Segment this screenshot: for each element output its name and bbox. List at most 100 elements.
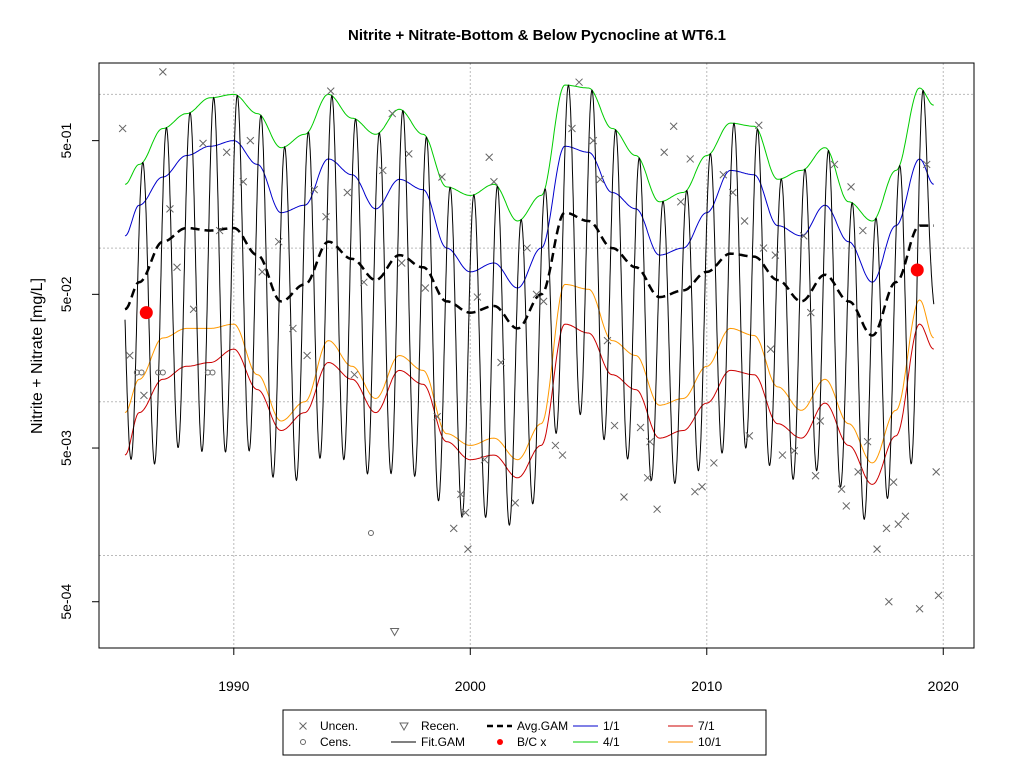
point-uncen-18 xyxy=(404,150,413,158)
point-uncen-67 xyxy=(461,508,470,517)
points-layer xyxy=(118,68,943,637)
point-recen-0 xyxy=(389,628,400,637)
point-cens-5 xyxy=(209,369,216,376)
point-uncen-82 xyxy=(480,455,489,464)
point-uncen-77 xyxy=(558,451,567,459)
point-uncen-19 xyxy=(421,284,430,292)
x-tick-label-3: 2020 xyxy=(928,678,959,694)
point-uncen-61 xyxy=(934,591,943,600)
point-uncen-1 xyxy=(118,124,127,133)
axes-layer: 1990 2000 2010 2020 5e-04 5e-03 5e-02 5e-01 xyxy=(58,123,959,694)
point-uncen-33 xyxy=(603,336,612,345)
point-uncen-72 xyxy=(719,170,728,179)
point-uncen-89 xyxy=(837,485,846,494)
point-uncen-43 xyxy=(740,217,749,225)
point-uncen-44 xyxy=(754,121,763,130)
point-uncen-53 xyxy=(863,437,872,446)
point-uncen-14 xyxy=(343,188,352,197)
point-uncen-40 xyxy=(698,482,706,491)
point-uncen-76 xyxy=(885,597,893,606)
legend-d4-1-label: 4/1 xyxy=(603,735,620,749)
series-avg-gam xyxy=(124,211,934,337)
point-uncen-17 xyxy=(388,109,397,118)
point-uncen-59 xyxy=(922,160,931,169)
point-uncen-22 xyxy=(456,490,465,499)
point-uncen-9 xyxy=(258,268,267,276)
point-uncen-64 xyxy=(239,177,248,186)
point-uncen-12 xyxy=(310,185,319,194)
point-uncen-80 xyxy=(858,226,867,235)
point-uncen-50 xyxy=(830,160,839,169)
point-uncen-69 xyxy=(568,124,576,133)
point-uncen-58 xyxy=(915,604,924,613)
point-uncen-39 xyxy=(686,155,695,163)
legend-avg-gam-label: Avg.GAM xyxy=(517,719,568,733)
point-uncen-63 xyxy=(222,148,231,157)
point-uncen-29 xyxy=(539,297,548,306)
series-d1-1 xyxy=(124,140,934,289)
x-tick-label-0: 1990 xyxy=(218,678,249,694)
point-uncen-65 xyxy=(322,212,330,221)
point-uncen-21 xyxy=(449,524,458,533)
point-uncen-37 xyxy=(653,505,661,514)
point-uncen-86 xyxy=(691,487,699,496)
series-layer xyxy=(124,84,935,526)
y-tick-label-1: 5e-03 xyxy=(58,430,74,466)
legend-d7-1-label: 7/1 xyxy=(698,719,715,733)
point-uncen-79 xyxy=(771,251,780,259)
point-uncen-10 xyxy=(274,237,283,246)
legend-uncen-label: Uncen. xyxy=(320,719,358,733)
point-uncen-88 xyxy=(811,471,820,480)
point-uncen-81 xyxy=(433,412,442,421)
point-uncen-2 xyxy=(125,351,134,360)
point-uncen-6 xyxy=(199,139,207,148)
point-uncen-35 xyxy=(636,423,645,432)
point-uncen-48 xyxy=(806,308,815,317)
point-uncen-23 xyxy=(464,545,472,553)
point-uncen-30 xyxy=(551,441,560,450)
point-uncen-7 xyxy=(215,226,224,235)
point-uncen-25 xyxy=(485,153,494,162)
legend-bc-x-label: B/C x xyxy=(517,735,546,749)
point-uncen-28 xyxy=(523,244,531,252)
legend-recen-label: Recen. xyxy=(421,719,459,733)
point-uncen-91 xyxy=(303,351,311,360)
chart-title: Nitrite + Nitrate-Bottom & Below Pycnocl… xyxy=(348,27,726,44)
point-bc-x-0 xyxy=(139,306,153,320)
point-uncen-51 xyxy=(842,502,851,510)
y-tick-label-2: 5e-02 xyxy=(58,276,74,312)
point-uncen-36 xyxy=(643,473,652,482)
point-uncen-85 xyxy=(646,437,654,446)
point-uncen-26 xyxy=(497,358,505,367)
legend-fit-gam-label: Fit.GAM xyxy=(421,735,465,749)
legend-bc-x-symbol xyxy=(497,739,503,745)
point-uncen-56 xyxy=(889,478,898,486)
legend-cens-symbol xyxy=(300,739,306,745)
point-uncen-32 xyxy=(589,136,598,145)
series-fit-gam xyxy=(124,84,935,526)
point-uncen-11 xyxy=(289,324,297,333)
point-uncen-90 xyxy=(894,520,903,528)
point-uncen-31 xyxy=(575,78,583,87)
point-uncen-45 xyxy=(766,345,775,353)
point-uncen-47 xyxy=(790,446,799,455)
point-uncen-73 xyxy=(759,244,768,252)
x-tick-label-1: 2000 xyxy=(455,678,486,694)
point-uncen-46 xyxy=(778,451,787,459)
point-uncen-71 xyxy=(660,148,669,157)
point-uncen-62 xyxy=(166,204,174,213)
point-uncen-66 xyxy=(397,259,406,267)
legend-cens-label: Cens. xyxy=(320,735,351,749)
point-uncen-34 xyxy=(620,493,628,501)
x-tick-label-2: 2010 xyxy=(691,678,722,694)
point-uncen-78 xyxy=(676,197,685,206)
plot-frame xyxy=(98,62,975,649)
point-uncen-83 xyxy=(532,290,541,299)
point-uncen-42 xyxy=(728,188,737,197)
point-uncen-87 xyxy=(745,432,754,440)
grid-layer xyxy=(99,63,974,648)
point-uncen-0 xyxy=(158,68,167,76)
point-uncen-41 xyxy=(710,459,718,467)
point-uncen-20 xyxy=(438,173,446,181)
legend-uncen-symbol xyxy=(299,722,307,730)
